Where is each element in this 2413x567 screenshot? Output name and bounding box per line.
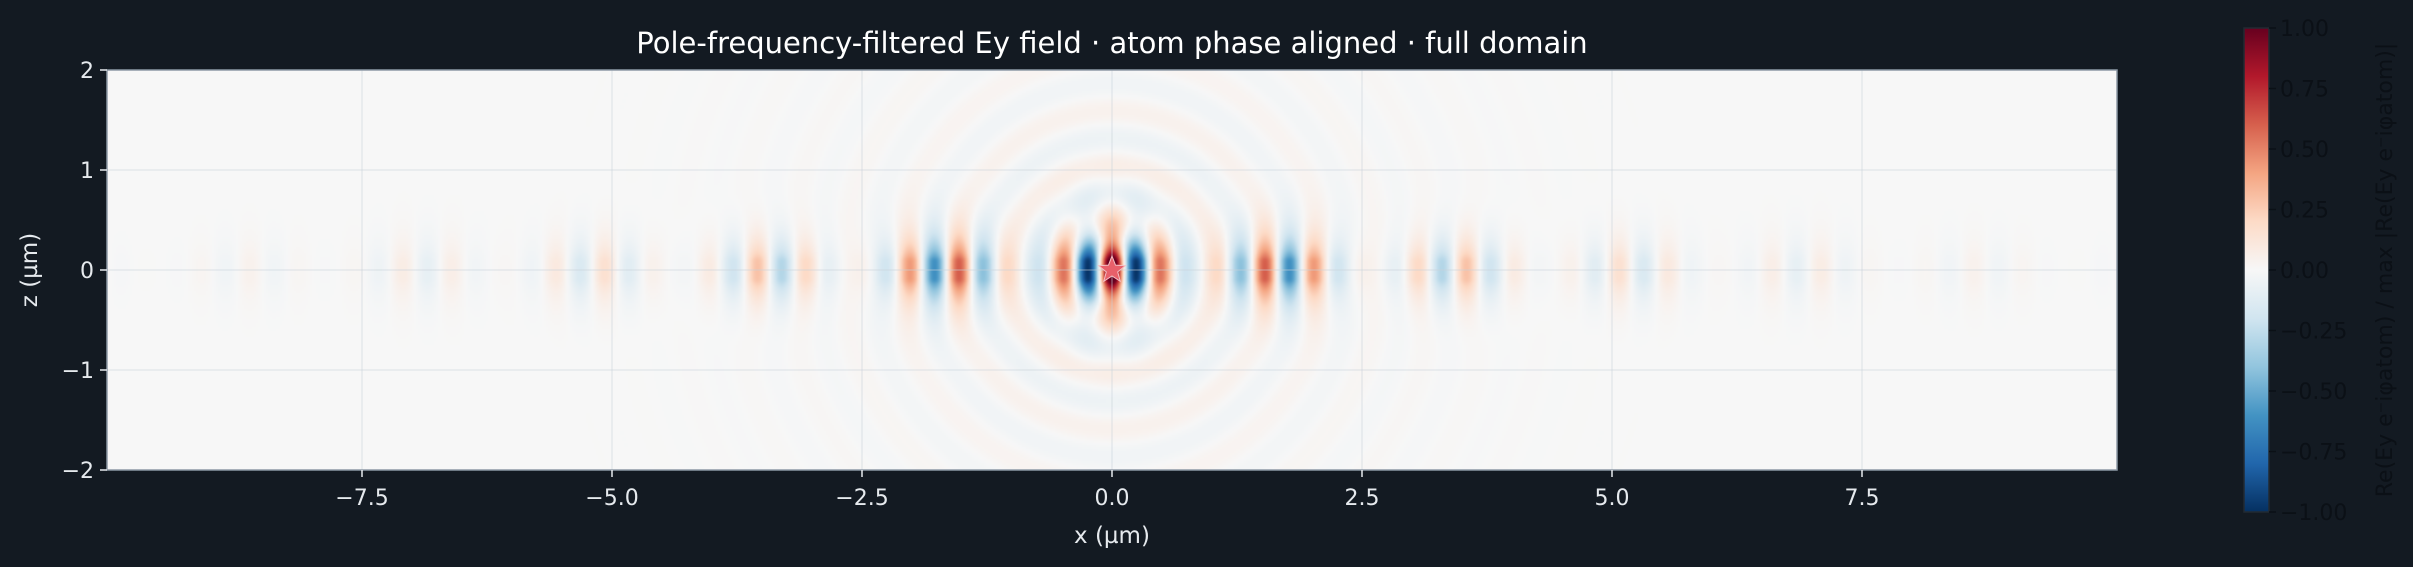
y-axis-label: z (µm) [17,233,43,307]
colorbar-tick-label: −0.50 [2280,380,2347,405]
chart-title: Pole-frequency-filtered Ey field · atom … [636,26,1587,60]
x-tick-label: −2.5 [835,486,888,511]
x-tick-label: 7.5 [1845,486,1880,511]
y-tick-label: −2 [62,459,94,484]
x-tick-label: −5.0 [585,486,638,511]
colorbar-tick-label: −0.25 [2280,320,2347,345]
y-tick-label: 0 [80,259,94,284]
colorbar-tick-label: −1.00 [2280,501,2347,526]
colorbar-tick-label: 0.75 [2280,78,2329,103]
x-tick-label: 5.0 [1595,486,1630,511]
y-axis-ticks: −2 −1 0 1 2 [62,59,107,484]
colorbar-tick-label: −0.75 [2280,441,2347,466]
x-axis-label: x (µm) [1074,523,1150,549]
y-tick-label: 2 [80,59,94,84]
colorbar-ticks: 1.00 0.75 0.50 0.25 0.00 −0.25 −0.50 −0.75 −1.00 [2269,17,2347,526]
y-tick-label: 1 [80,159,94,184]
x-tick-label: −7.5 [335,486,388,511]
x-tick-label: 2.5 [1345,486,1380,511]
x-tick-label: 0.0 [1095,486,1130,511]
colorbar-tick-label: 1.00 [2280,17,2329,42]
atom-star-marker [1097,254,1127,283]
colorbar-gradient [2243,27,2270,513]
colorbar-tick-label: 0.50 [2280,138,2329,163]
atom-star-icon [1097,254,1127,283]
y-tick-label: −1 [62,359,94,384]
colorbar-tick-label: 0.00 [2280,259,2329,284]
colorbar: 1.00 0.75 0.50 0.25 0.00 −0.25 −0.50 −0.75 −1.00… [2243,17,2398,526]
colorbar-tick-label: 0.25 [2280,199,2329,224]
x-axis-ticks: −7.5 −5.0 −2.5 0.0 2.5 5.0 7.5 [335,470,1880,511]
colorbar-label: Re(Ey e⁻iφatom) / max |Re(Ey e⁻iφatom)| [2373,43,2398,498]
